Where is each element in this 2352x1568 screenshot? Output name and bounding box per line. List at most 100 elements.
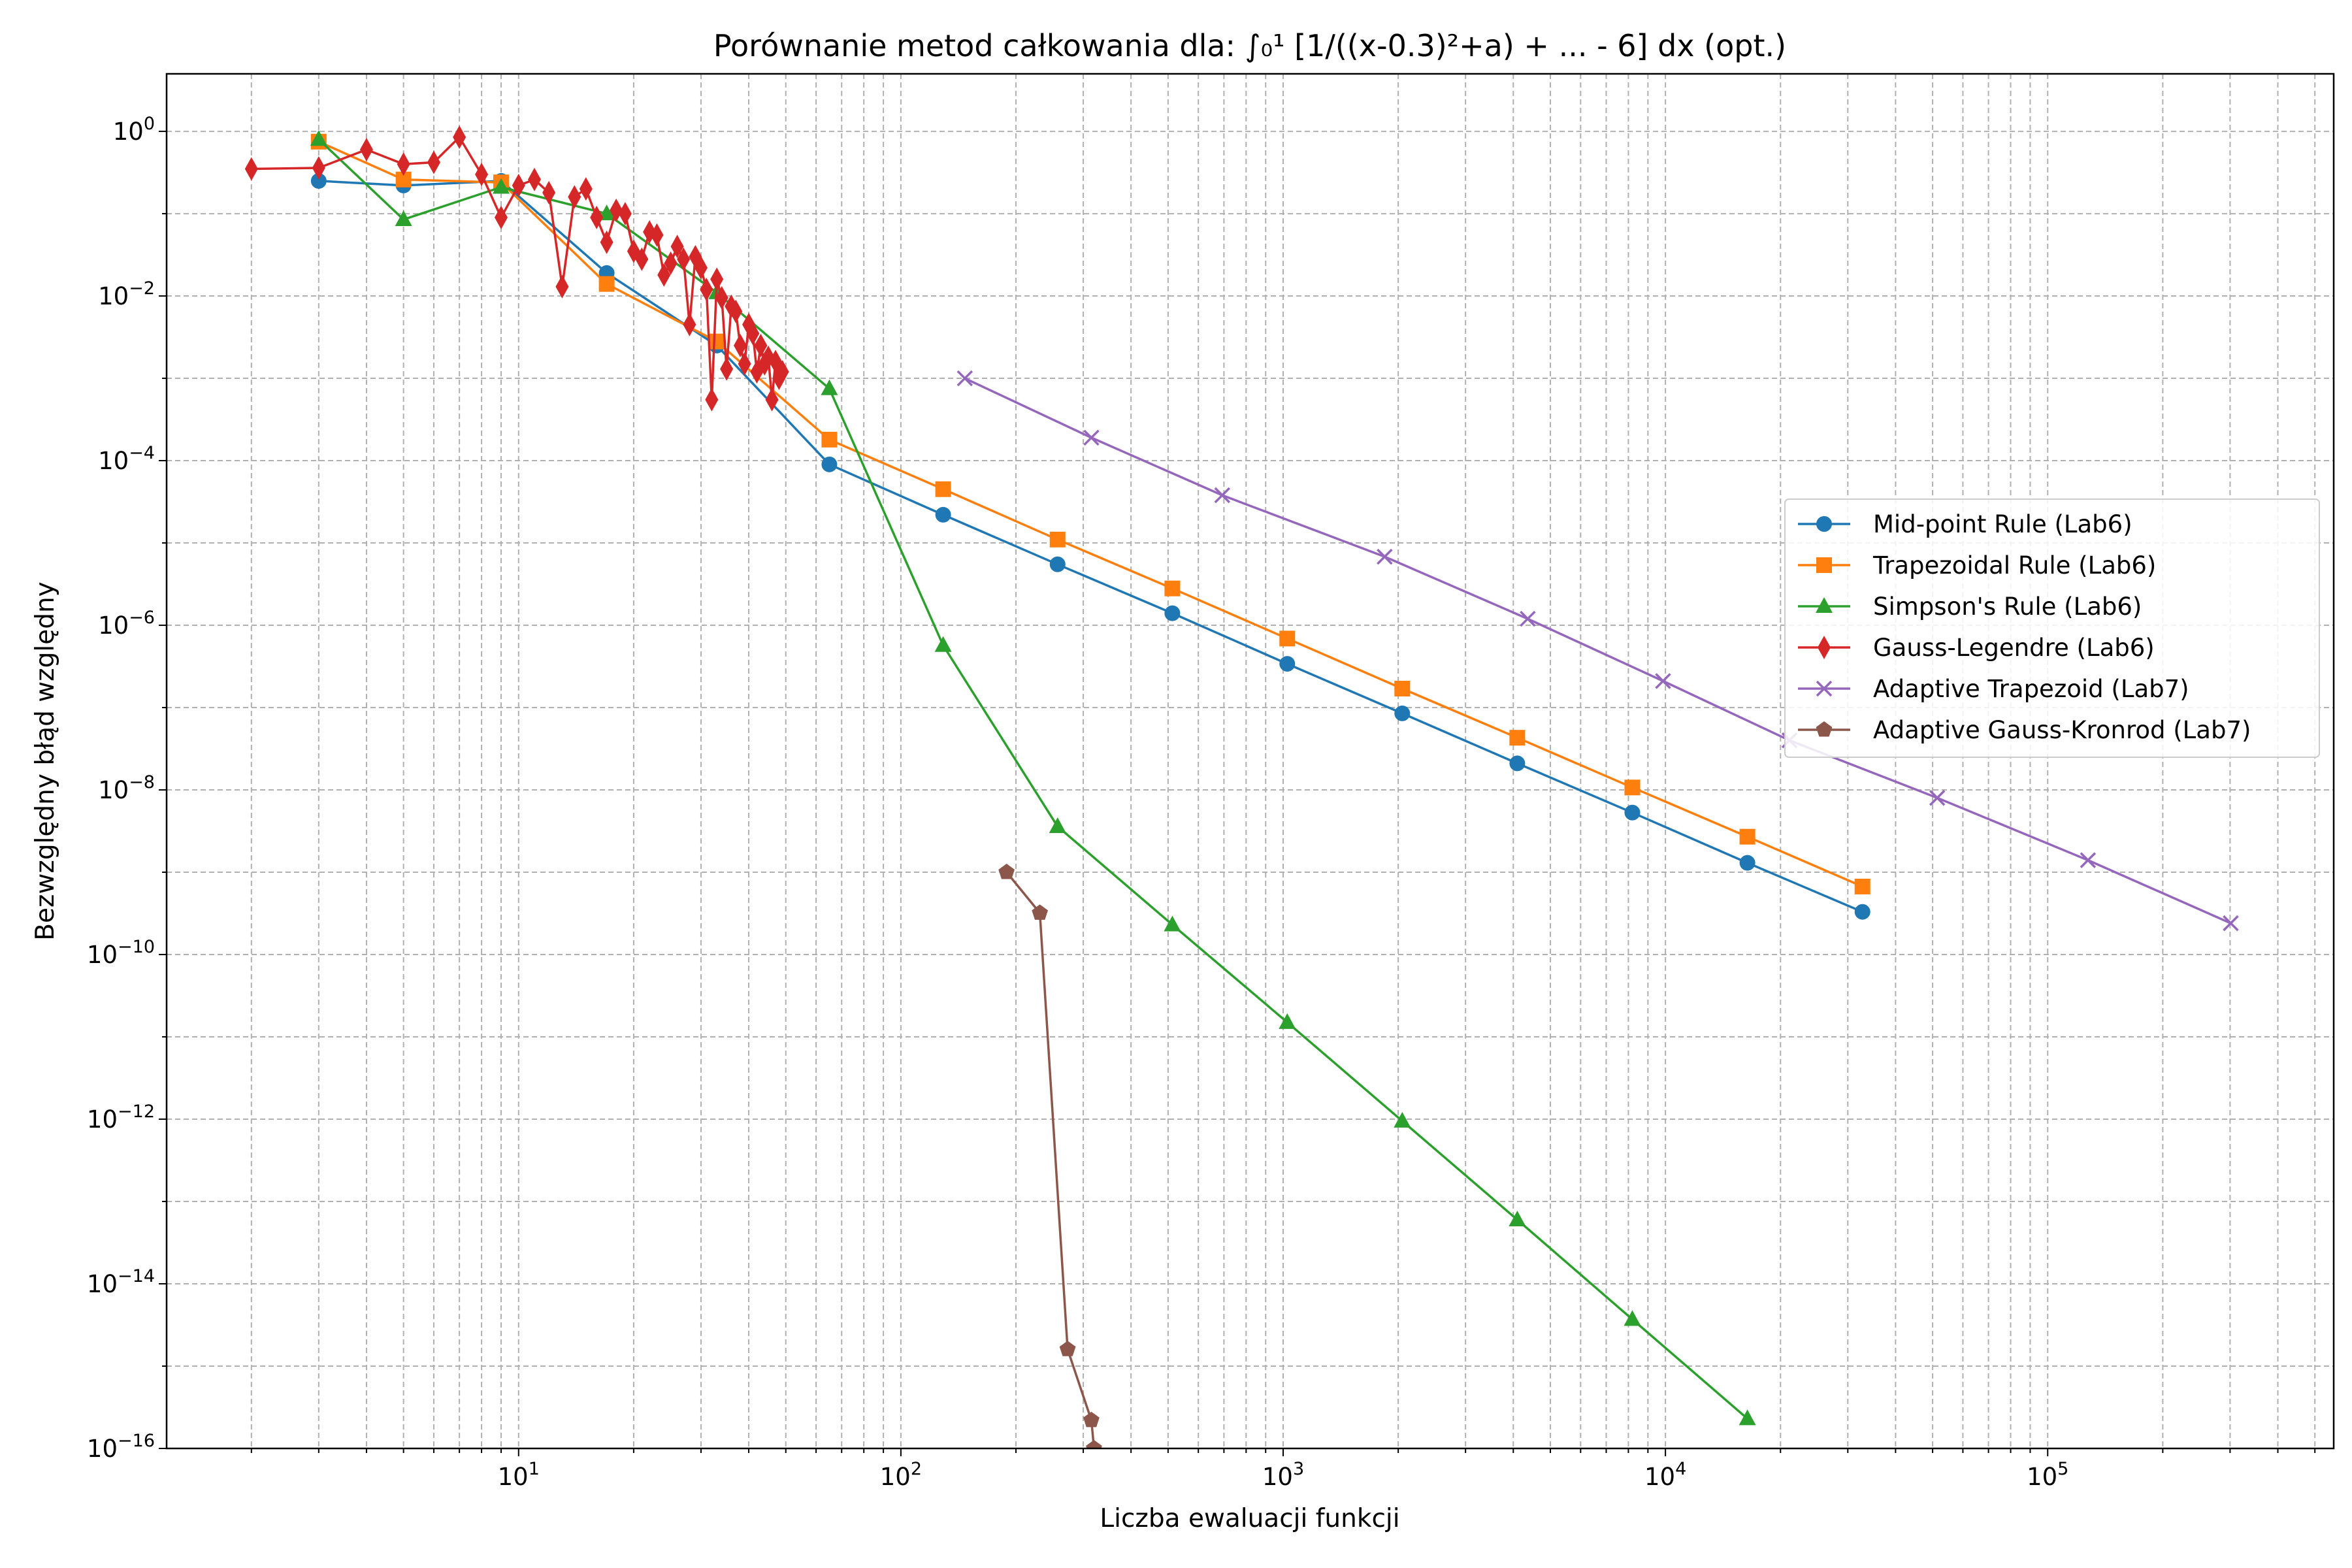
- data-point-pentagon: [998, 864, 1015, 879]
- data-point-diamond: [729, 299, 743, 323]
- data-point-diamond: [244, 157, 258, 181]
- series-layer: [244, 125, 2239, 1448]
- tick-label-exponent: −14: [118, 1266, 155, 1286]
- series-line: [964, 377, 2232, 924]
- data-point-triangle: [1394, 1111, 1411, 1128]
- data-point-diamond: [579, 177, 593, 201]
- data-point-x: [1520, 610, 1536, 627]
- x-marker-stroke: [1083, 429, 1100, 446]
- plot-frame: [165, 73, 2335, 1450]
- data-point-square: [1279, 630, 1296, 647]
- tick-label-base: 10: [1644, 1463, 1675, 1491]
- data-point-triangle: [310, 130, 327, 146]
- legend-item: Trapezoidal Rule (Lab6): [1798, 551, 2156, 580]
- data-point-diamond: [495, 205, 508, 229]
- data-point-x: [1214, 487, 1231, 504]
- tick-label-base: 10: [98, 612, 129, 640]
- data-point-square: [821, 431, 838, 448]
- data-point-square: [1164, 580, 1181, 596]
- data-point-circle: [1394, 705, 1411, 721]
- x-marker-stroke: [2223, 915, 2239, 932]
- data-point-diamond: [568, 185, 581, 209]
- tick-label-exponent: 0: [144, 114, 155, 134]
- data-point-triangle: [821, 379, 838, 395]
- data-point-triangle: [1049, 817, 1066, 833]
- tick-label-base: 10: [880, 1463, 911, 1491]
- legend-box: [1784, 498, 2320, 758]
- data-point-diamond: [542, 180, 556, 204]
- tick-label-base: 10: [98, 447, 129, 475]
- y-tick-label: 10−6: [98, 608, 155, 640]
- legend-item: Simpson's Rule (Lab6): [1798, 593, 2142, 621]
- x-tick-label: 105: [2027, 1459, 2068, 1491]
- data-point-diamond: [670, 235, 684, 259]
- data-point-diamond: [453, 125, 466, 149]
- x-marker-stroke: [1655, 673, 1671, 689]
- tick-label-base: 10: [1262, 1463, 1293, 1491]
- x-tick-label: 104: [1644, 1459, 1686, 1491]
- data-point-pentagon: [1032, 904, 1048, 920]
- x-tick-label: 103: [1262, 1459, 1304, 1491]
- y-tick-label: 10−12: [87, 1102, 155, 1134]
- x-tick-label: 102: [880, 1459, 922, 1491]
- data-point-triangle: [395, 210, 412, 226]
- data-point-square: [598, 276, 615, 292]
- data-point-diamond: [1818, 636, 1831, 659]
- legend-label: Trapezoidal Rule (Lab6): [1872, 551, 2156, 580]
- data-point-diamond: [397, 152, 410, 176]
- x-axis-label: Liczba ewaluacji funkcji: [1100, 1504, 1399, 1533]
- data-point-diamond: [705, 387, 719, 412]
- y-tick-label: 10−16: [87, 1431, 155, 1463]
- data-point-circle: [935, 506, 951, 523]
- data-point-pentagon: [1086, 1440, 1102, 1448]
- legend-label: Simpson's Rule (Lab6): [1873, 593, 2142, 621]
- data-point-x: [1655, 673, 1671, 689]
- series-4: [956, 370, 2239, 932]
- data-point-diamond: [635, 247, 649, 271]
- data-point-square: [1049, 531, 1066, 547]
- legend-item: Adaptive Gauss-Kronrod (Lab7): [1798, 716, 2251, 744]
- data-point-triangle: [1509, 1210, 1526, 1226]
- x-marker-stroke: [1377, 548, 1393, 565]
- data-point-diamond: [765, 387, 779, 412]
- data-point-diamond: [618, 202, 632, 226]
- legend-label: Adaptive Gauss-Kronrod (Lab7): [1873, 716, 2251, 744]
- data-point-x: [2223, 915, 2239, 932]
- data-point-triangle: [1279, 1013, 1296, 1029]
- data-point-triangle: [1164, 915, 1181, 932]
- legend-item: Mid-point Rule (Lab6): [1798, 510, 2132, 538]
- data-point-diamond: [512, 173, 525, 197]
- y-tick-label: 10−14: [87, 1266, 155, 1298]
- data-point-triangle: [493, 178, 510, 194]
- y-tick-label: 100: [113, 114, 155, 146]
- data-point-circle: [310, 172, 327, 189]
- data-point-circle: [1164, 605, 1181, 621]
- tick-label-base: 10: [98, 776, 129, 804]
- tick-label-base: 10: [2027, 1463, 2057, 1491]
- series-0: [310, 172, 1870, 920]
- data-point-diamond: [776, 360, 789, 384]
- legend-label: Gauss-Legendre (Lab6): [1873, 634, 2155, 662]
- tick-label-base: 10: [113, 118, 144, 146]
- data-point-pentagon: [1816, 721, 1833, 737]
- data-point-circle: [1279, 656, 1296, 672]
- data-point-square: [1394, 681, 1411, 697]
- data-point-diamond: [610, 198, 623, 222]
- series-5: [998, 864, 1102, 1448]
- data-point-diamond: [600, 230, 613, 254]
- tick-label-exponent: 5: [2057, 1459, 2068, 1479]
- data-point-diamond: [710, 267, 724, 291]
- data-point-x: [956, 370, 973, 387]
- data-point-triangle: [1816, 597, 1833, 613]
- data-point-x: [1083, 429, 1100, 446]
- data-point-diamond: [312, 155, 325, 180]
- data-point-diamond: [664, 251, 678, 275]
- data-point-diamond: [720, 357, 734, 381]
- data-point-diamond: [715, 286, 728, 310]
- tick-label-exponent: −10: [118, 937, 155, 957]
- data-point-diamond: [677, 247, 691, 271]
- data-point-square: [1739, 828, 1756, 845]
- data-point-square: [709, 333, 725, 350]
- data-point-square: [1854, 878, 1870, 894]
